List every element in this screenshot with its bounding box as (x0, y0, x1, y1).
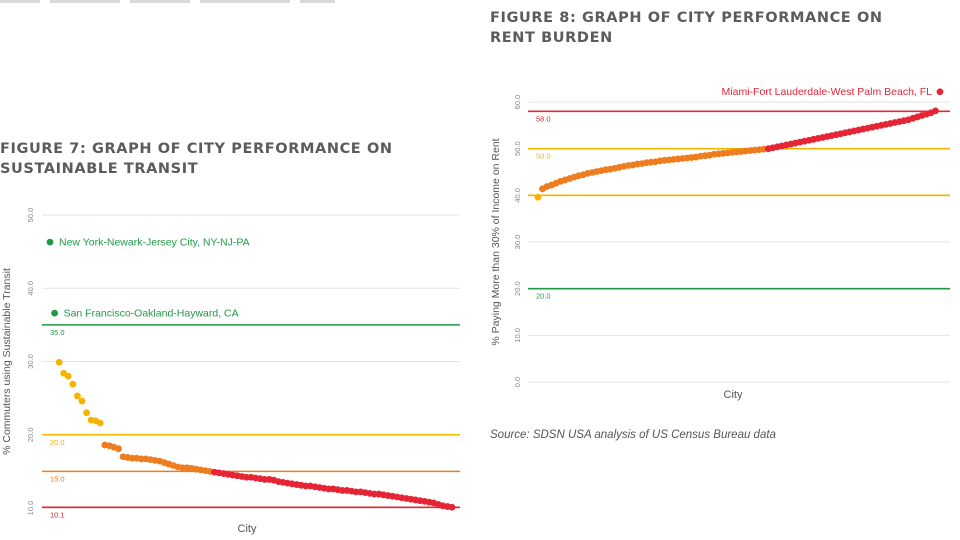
data-point (64, 372, 72, 380)
y-axis-label: % Paying More than 30% of Income on Rent (490, 138, 502, 345)
source-note: Source: SDSN USA analysis of US Census B… (490, 429, 776, 441)
x-axis-label: City (238, 523, 257, 535)
y-tick-label: 40.0 (26, 281, 35, 296)
data-point (55, 358, 63, 366)
y-tick-label: 60.0 (513, 95, 522, 110)
previous-page-text-fragment (0, 0, 340, 5)
threshold-label: 10.1 (50, 510, 65, 519)
y-tick-label: 30.0 (513, 235, 522, 250)
y-axis-label: % Commuters using Sustainable Transit (1, 268, 13, 455)
rent-burden-chart: % Paying More than 30% of Income on Rent… (490, 86, 950, 401)
y-tick-label: 20.0 (513, 281, 522, 296)
y-tick-label: 40.0 (513, 188, 522, 203)
y-tick-label: 50.0 (513, 141, 522, 156)
data-point (932, 107, 939, 115)
point-annotation: Miami-Fort Lauderdale-West Palm Beach, F… (722, 86, 933, 98)
threshold-label: 35.0 (50, 328, 65, 337)
y-tick-label: 50.0 (26, 208, 35, 223)
threshold-label: 58.0 (536, 114, 551, 123)
y-tick-label: 20.0 (26, 427, 35, 442)
threshold-label: 50.0 (536, 152, 551, 161)
threshold-label: 20.0 (536, 292, 551, 301)
point-annotation: New York-Newark-Jersey City, NY-NJ-PA (59, 237, 250, 249)
figure-8-title: FIGURE 8: GRAPH OF CITY PERFORMANCE ON R… (490, 10, 883, 46)
data-point (448, 503, 456, 511)
point-annotation: San Francisco-Oakland-Hayward, CA (64, 308, 239, 320)
data-point (534, 193, 542, 201)
data-point (69, 380, 77, 388)
x-axis-label: City (724, 389, 743, 401)
data-point (936, 88, 944, 96)
y-tick-label: 30.0 (26, 354, 35, 369)
y-tick-label: 0.0 (513, 377, 522, 387)
figure-7-title: FIGURE 7: GRAPH OF CITY PERFORMANCE ON S… (0, 141, 393, 177)
data-point (78, 397, 86, 405)
transit-chart: % Commuters using Sustainable Transit 10.… (1, 208, 460, 535)
data-point (51, 309, 58, 317)
data-point (83, 409, 90, 417)
threshold-label: 15.0 (50, 474, 65, 483)
y-tick-label: 10.0 (513, 328, 522, 343)
data-point (96, 419, 104, 427)
y-tick-label: 10.0 (26, 501, 35, 516)
data-point (46, 238, 54, 246)
data-point (115, 445, 122, 453)
threshold-label: 20.0 (50, 438, 65, 447)
data-point (74, 392, 81, 400)
